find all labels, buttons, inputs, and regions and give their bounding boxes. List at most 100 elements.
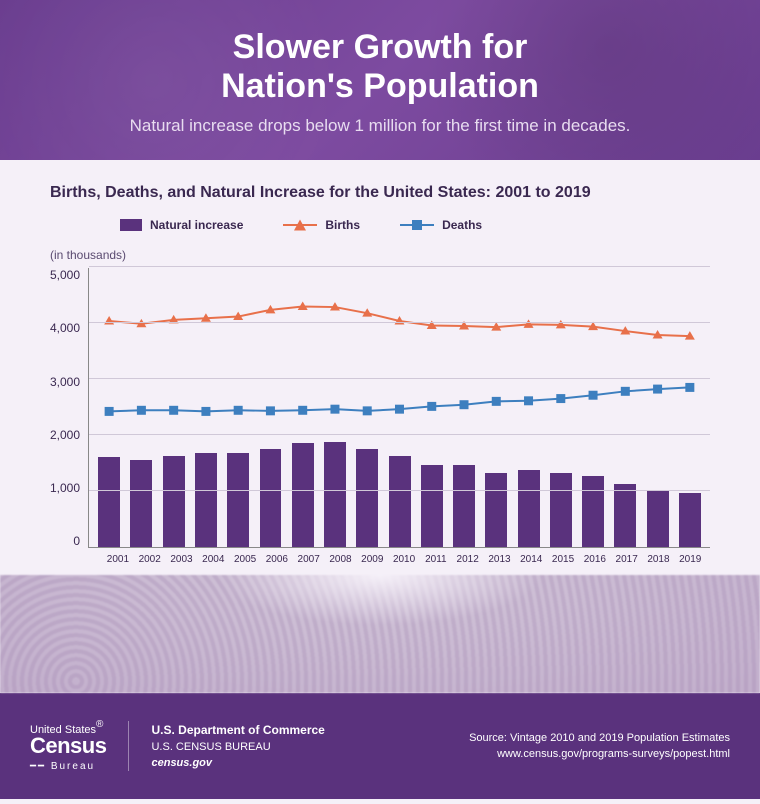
y-tick: 3,000 [50, 375, 80, 389]
bar-column [545, 268, 577, 547]
bar-column [158, 268, 190, 547]
crowd-background-image [0, 575, 760, 693]
bar-column [642, 268, 674, 547]
x-tick: 2014 [515, 548, 547, 565]
bar [453, 465, 475, 547]
bar [518, 470, 540, 547]
x-axis: 2001200220032004200520062007200820092010… [98, 548, 710, 565]
bar [98, 457, 120, 547]
footer: United States® Census ━━ Bureau U.S. Dep… [0, 693, 760, 799]
bar [647, 491, 669, 547]
triangle-marker-icon [294, 220, 306, 231]
x-tick: 2002 [134, 548, 166, 565]
header-banner: Slower Growth forNation's Population Nat… [0, 0, 760, 160]
dept-line2: U.S. CENSUS BUREAU [151, 739, 324, 756]
bar-column [480, 268, 512, 547]
source-line1: Source: Vintage 2010 and 2019 Population… [469, 730, 730, 747]
square-marker-icon [412, 220, 422, 230]
x-tick: 2006 [261, 548, 293, 565]
grid-line [89, 266, 710, 267]
x-tick: 2016 [579, 548, 611, 565]
y-tick: 5,000 [50, 268, 80, 282]
bar-column [254, 268, 286, 547]
registered-icon: ® [96, 719, 103, 730]
y-tick: 0 [73, 534, 80, 548]
y-tick: 4,000 [50, 321, 80, 335]
bar [485, 473, 507, 547]
chart-title: Births, Deaths, and Natural Increase for… [50, 184, 710, 202]
bar [163, 456, 185, 547]
x-tick: 2009 [356, 548, 388, 565]
x-tick: 2008 [325, 548, 357, 565]
bar [356, 449, 378, 548]
divider [128, 721, 129, 771]
bar-column [351, 268, 383, 547]
bar-column [448, 268, 480, 547]
bars-layer [89, 268, 710, 547]
bar [679, 493, 701, 547]
bar [195, 453, 217, 547]
bar-column [125, 268, 157, 547]
plot-area [88, 268, 710, 548]
dept-line1: U.S. Department of Commerce [151, 721, 324, 739]
bar-column [416, 268, 448, 547]
x-tick: 2012 [452, 548, 484, 565]
bar [227, 453, 249, 547]
legend-item-natural: Natural increase [120, 218, 243, 232]
x-tick: 2015 [547, 548, 579, 565]
x-tick: 2013 [484, 548, 516, 565]
legend-swatch-line [283, 224, 317, 226]
dept-line3: census.gov [151, 755, 324, 772]
source-block: Source: Vintage 2010 and 2019 Population… [469, 730, 730, 763]
legend-swatch-line [400, 224, 434, 226]
bar-column [222, 268, 254, 547]
census-logo: United States® Census ━━ Bureau [30, 720, 106, 773]
legend-swatch-bar [120, 219, 142, 231]
bar-column [609, 268, 641, 547]
main-title: Slower Growth forNation's Population [40, 28, 720, 106]
x-tick: 2018 [643, 548, 675, 565]
bar-column [577, 268, 609, 547]
bar-column [383, 268, 415, 547]
x-tick: 2019 [674, 548, 706, 565]
legend-label: Natural increase [150, 218, 243, 232]
legend-label: Births [325, 218, 360, 232]
bar [260, 449, 282, 548]
x-tick: 2011 [420, 548, 452, 565]
bar [130, 460, 152, 547]
bar-column [93, 268, 125, 547]
legend-item-births: Births [283, 218, 360, 232]
bar [324, 442, 346, 547]
bar-column [287, 268, 319, 547]
y-tick: 1,000 [50, 481, 80, 495]
x-tick: 2017 [611, 548, 643, 565]
plot-wrap: 5,0004,0003,0002,0001,0000 [50, 268, 710, 548]
bar [421, 465, 443, 547]
legend-label: Deaths [442, 218, 482, 232]
x-tick: 2004 [197, 548, 229, 565]
bar [582, 476, 604, 548]
x-tick: 2001 [102, 548, 134, 565]
bar [614, 484, 636, 547]
grid-line [89, 434, 710, 435]
y-axis: 5,0004,0003,0002,0001,0000 [50, 268, 88, 548]
bar-column [319, 268, 351, 547]
bar [550, 473, 572, 547]
source-line2: www.census.gov/programs-surveys/popest.h… [469, 746, 730, 763]
grid-line [89, 490, 710, 491]
logo-main: Census [30, 733, 106, 758]
legend-item-deaths: Deaths [400, 218, 482, 232]
x-tick: 2005 [229, 548, 261, 565]
bar-column [674, 268, 706, 547]
bar [389, 456, 411, 547]
subtitle: Natural increase drops below 1 million f… [40, 116, 720, 136]
legend: Natural increase Births Deaths [50, 218, 710, 232]
chart-container: Births, Deaths, and Natural Increase for… [0, 160, 760, 575]
y-axis-unit: (in thousands) [50, 248, 710, 262]
bar-column [512, 268, 544, 547]
x-tick: 2010 [388, 548, 420, 565]
x-tick: 2003 [166, 548, 198, 565]
grid-line [89, 322, 710, 323]
department-block: U.S. Department of Commerce U.S. CENSUS … [151, 721, 324, 772]
logo-sub: ━━ Bureau [30, 761, 95, 772]
